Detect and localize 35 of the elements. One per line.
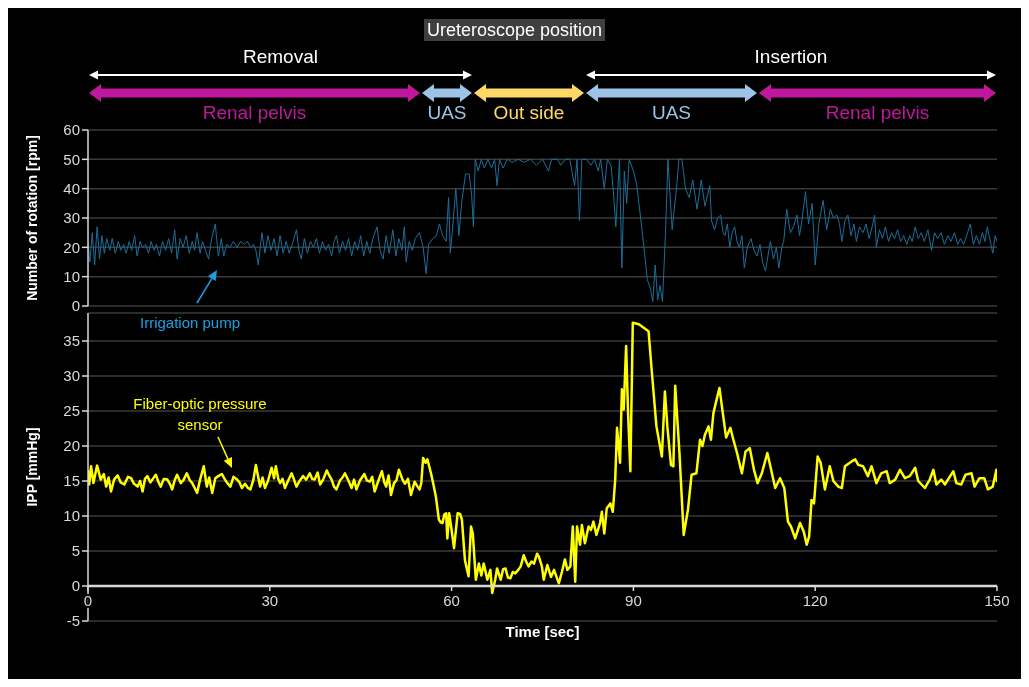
y-tick-label: 0 — [71, 297, 80, 315]
y-tick-label: 35 — [63, 332, 80, 350]
x-tick-label: 120 — [802, 592, 828, 609]
y-tick-label: 60 — [63, 121, 80, 139]
text: UAS — [651, 102, 692, 123]
y-tick-label: 20 — [63, 238, 80, 256]
y-tick-label: 30 — [63, 367, 80, 385]
text: UAS — [427, 102, 467, 123]
y-axis-title: Number of rotation [rpm] — [24, 135, 40, 301]
y-tick-label: 0 — [71, 577, 80, 595]
x-tick-label: 150 — [984, 592, 1010, 609]
y-tick-label: 20 — [63, 437, 80, 455]
y-tick-label: 25 — [63, 402, 80, 420]
x-tick-label: 60 — [443, 592, 460, 609]
line-series — [88, 158, 997, 303]
text: Removal — [243, 46, 318, 67]
x-tick-label: 90 — [625, 592, 642, 609]
text: Renal pelvis — [825, 102, 930, 123]
y-tick-label: 10 — [63, 507, 80, 525]
x-tick-label: 30 — [261, 592, 279, 609]
y-tick-label: -5 — [66, 612, 80, 630]
annotation: Irrigation pump — [139, 314, 241, 331]
y-tick-label: 10 — [63, 267, 80, 285]
text: Renal pelvis — [202, 102, 307, 123]
y-tick-label: 30 — [63, 209, 80, 227]
chart-title: Ureteroscope position — [423, 19, 606, 41]
y-tick-label: 50 — [63, 150, 80, 168]
y-tick-label: 40 — [63, 179, 80, 197]
x-axis-title: Time [sec] — [505, 623, 580, 640]
y-tick-label: 5 — [71, 542, 80, 560]
text: Out side — [493, 102, 565, 123]
annotation: Fiber-optic pressure sensor — [133, 394, 267, 433]
y-axis-title: IPP [mmHg] — [24, 427, 40, 507]
y-tick-label: 15 — [63, 472, 80, 490]
text: Insertion — [754, 46, 828, 67]
